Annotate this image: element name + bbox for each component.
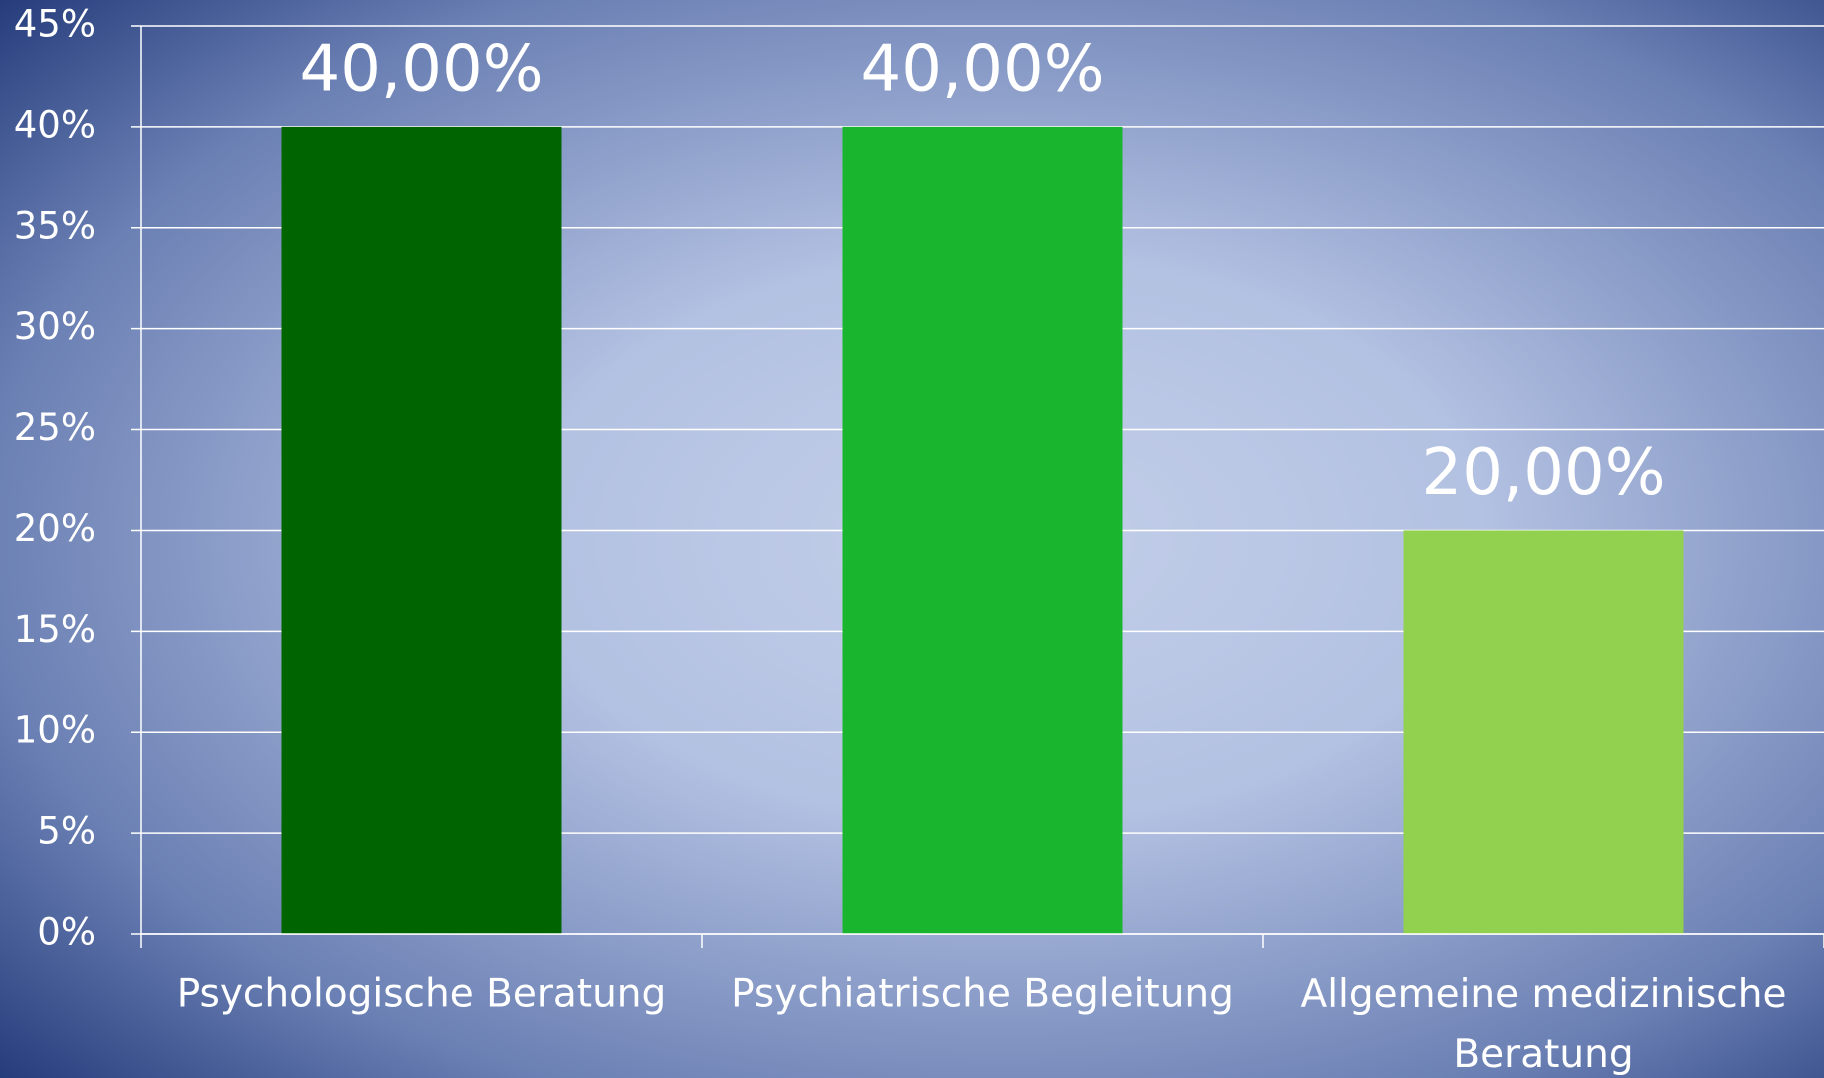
- y-tick-label: 10%: [14, 709, 96, 752]
- x-tick-label: Psychiatrische Begleitung: [731, 972, 1234, 1017]
- y-tick-label: 40%: [14, 103, 96, 146]
- y-tick-label: 35%: [14, 204, 96, 247]
- bar: [842, 126, 1123, 934]
- value-label: 40,00%: [860, 32, 1104, 106]
- bar: [281, 126, 562, 934]
- y-tick-label: 30%: [14, 305, 96, 348]
- y-tick-label: 20%: [14, 507, 96, 550]
- y-tick-label: 5%: [37, 810, 96, 853]
- y-tick-label: 15%: [14, 608, 96, 651]
- value-label: 40,00%: [299, 32, 543, 106]
- y-tick-label: 0%: [37, 911, 96, 954]
- x-tick-label: Psychologische Beratung: [177, 972, 667, 1017]
- value-label: 20,00%: [1421, 436, 1665, 510]
- bar: [1403, 530, 1684, 934]
- y-tick-label: 25%: [14, 406, 96, 449]
- y-tick-label: 45%: [14, 3, 96, 46]
- x-tick-label: Allgemeine medizinische Beratung: [1301, 972, 1787, 1077]
